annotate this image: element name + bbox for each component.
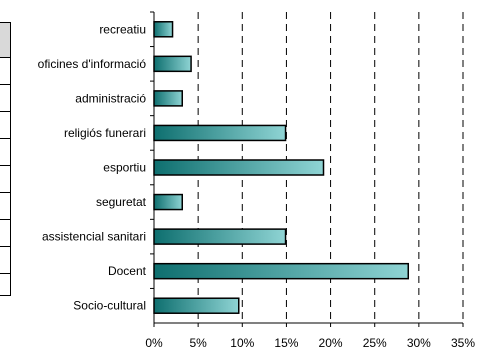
category-label: esportiu bbox=[103, 161, 146, 175]
table-row bbox=[0, 112, 10, 139]
bar bbox=[153, 90, 184, 107]
category-label: recreatiu bbox=[99, 22, 146, 36]
bar bbox=[153, 159, 325, 176]
bar bbox=[153, 21, 174, 38]
tick-labels: 0% 5% 10% 15% 20% 25% 30% 35% bbox=[145, 336, 475, 350]
axes bbox=[150, 11, 464, 327]
category-label: Socio-cultural bbox=[73, 299, 146, 313]
x-tick-label: 10% bbox=[230, 336, 254, 350]
category-label: oficines d'informació bbox=[38, 57, 147, 71]
gridlines bbox=[197, 12, 464, 323]
bar bbox=[153, 55, 192, 73]
table-header-cell bbox=[0, 23, 10, 58]
x-tick-label: 20% bbox=[319, 336, 343, 350]
table-row bbox=[0, 58, 10, 85]
category-labels: recreatiu oficines d'informació administra… bbox=[38, 22, 147, 312]
bar bbox=[153, 297, 240, 314]
bar bbox=[153, 193, 184, 211]
x-tick-label: 0% bbox=[145, 336, 163, 350]
x-tick-label: 15% bbox=[274, 336, 298, 350]
adjacent-table-fragment bbox=[0, 22, 11, 296]
table-row bbox=[0, 247, 10, 274]
table-row bbox=[0, 166, 10, 193]
category-label: administració bbox=[75, 91, 146, 105]
category-label: Docent bbox=[108, 264, 147, 278]
category-label: seguretat bbox=[96, 195, 147, 209]
table-row bbox=[0, 193, 10, 220]
x-tick-label: 30% bbox=[407, 336, 431, 350]
x-tick-label: 25% bbox=[363, 336, 387, 350]
bars bbox=[153, 21, 410, 314]
table-row bbox=[0, 220, 10, 247]
category-label: assistencial sanitari bbox=[42, 230, 146, 244]
bar bbox=[153, 262, 410, 280]
x-tick-label: 5% bbox=[189, 336, 207, 350]
category-label: religiós funerari bbox=[64, 126, 146, 140]
table-row bbox=[0, 85, 10, 112]
bar bbox=[153, 228, 287, 245]
bar bbox=[153, 124, 287, 142]
x-tick-label: 35% bbox=[451, 336, 475, 350]
table-row bbox=[0, 139, 10, 166]
